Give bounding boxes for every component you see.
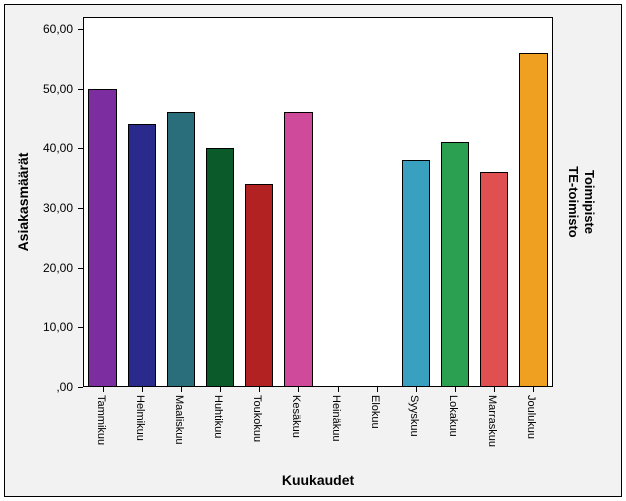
y-tick-mark [78,268,83,269]
y-tick-label: 60,00 [5,22,73,36]
chart-frame: Asiakasmäärät Toimipiste TE-toimisto Kuu… [4,4,622,497]
bar [284,112,312,387]
y-tick-label: 50,00 [5,82,73,96]
x-tick-label: Toukokuu [251,395,263,442]
bar [128,124,156,387]
right-axis-title-line2: TE-toimisto [565,166,581,238]
x-tick-mark [181,387,182,392]
x-tick-label: Tammikuu [95,395,107,445]
x-tick-label: Syyskuu [408,395,420,437]
bar [167,112,195,387]
x-tick-label: Lokakuu [447,395,459,437]
y-tick-mark [78,208,83,209]
x-tick-mark [533,387,534,392]
bar [88,89,116,387]
x-tick-label: Marraskuu [486,395,498,447]
y-tick-mark [78,327,83,328]
bar [480,172,508,387]
y-tick-label: 40,00 [5,141,73,155]
bar [245,184,273,387]
y-tick-mark [78,387,83,388]
x-tick-mark [455,387,456,392]
right-axis-title-line1: Toimipiste [581,170,597,234]
x-tick-mark [103,387,104,392]
bar [441,142,469,387]
x-tick-label: Heinäkuu [330,395,342,441]
bar [206,148,234,387]
y-tick-label: 30,00 [5,201,73,215]
y-tick-label: ,00 [5,380,73,394]
y-tick-mark [78,29,83,30]
x-tick-mark [259,387,260,392]
x-tick-mark [142,387,143,392]
x-tick-mark [298,387,299,392]
x-tick-mark [494,387,495,392]
bar [519,53,547,387]
x-tick-mark [220,387,221,392]
bar [402,160,430,387]
x-tick-label: Kesäkuu [290,395,302,438]
x-tick-mark [338,387,339,392]
x-tick-label: Maaliskuu [173,395,185,445]
y-tick-mark [78,148,83,149]
x-tick-label: Helmikuu [134,395,146,441]
x-tick-label: Huhtikuu [212,395,224,438]
x-tick-label: Elokuu [369,395,381,429]
y-tick-label: 10,00 [5,320,73,334]
x-tick-mark [377,387,378,392]
x-axis-title: Kuukaudet [282,472,354,488]
y-tick-mark [78,89,83,90]
y-tick-label: 20,00 [5,261,73,275]
x-tick-label: Joulukuu [525,395,537,439]
x-tick-mark [416,387,417,392]
